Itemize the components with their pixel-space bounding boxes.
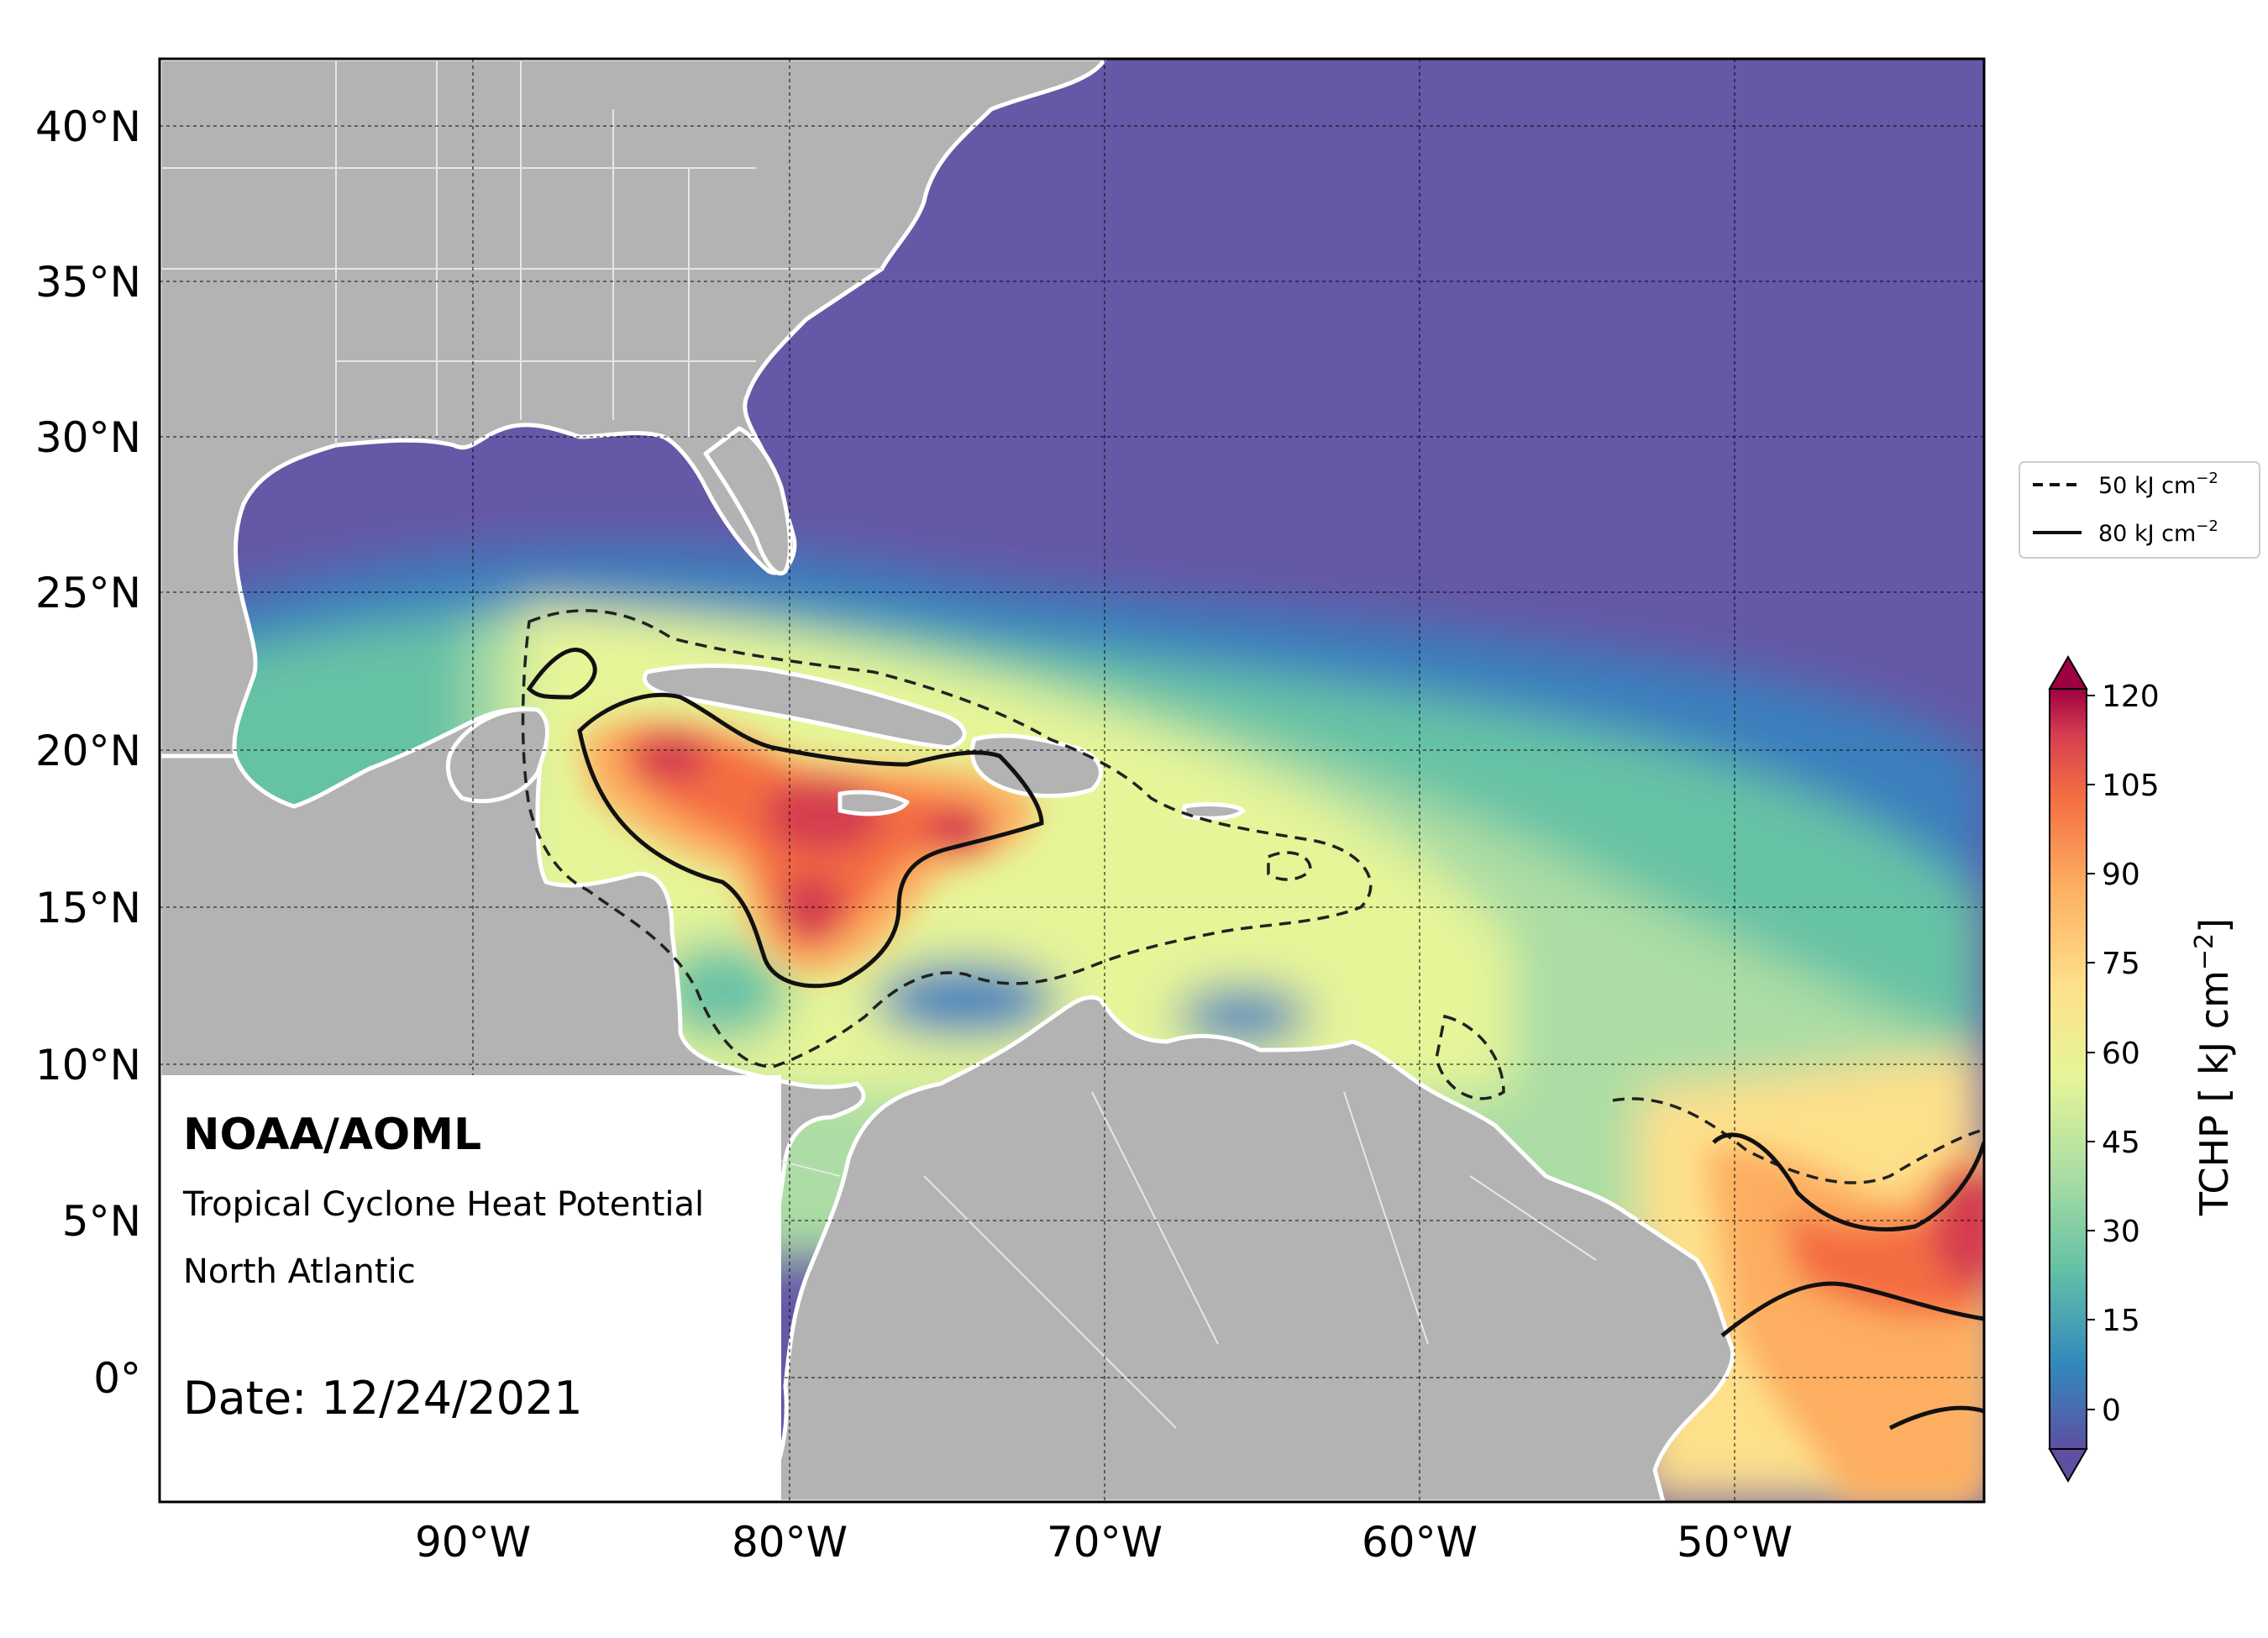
contour-legend: 50 kJ cm−2 80 kJ cm−2 xyxy=(2019,461,2260,559)
colorbar-tick-label: 90 xyxy=(2102,858,2140,892)
map-annotation: NOAA/AOML Tropical Cyclone Heat Potentia… xyxy=(182,1110,704,1425)
lat-label: 35°N xyxy=(35,258,141,307)
colorbar-tick-label: 75 xyxy=(2102,947,2140,981)
jamaica xyxy=(837,790,910,816)
product-name: Tropical Cyclone Heat Potential xyxy=(182,1185,704,1224)
colorbar-tick-label: 15 xyxy=(2102,1304,2140,1338)
florida-peninsula xyxy=(703,426,792,575)
lon-label: 60°W xyxy=(1362,1518,1478,1567)
lat-label: 20°N xyxy=(35,727,141,775)
cuba xyxy=(643,664,967,750)
colorbar-label: TCHP [ kJ cm−2] xyxy=(2190,918,2237,1216)
org-title: NOAA/AOML xyxy=(183,1110,481,1160)
longitude-labels: 90°W 80°W 70°W 60°W 50°W xyxy=(415,1518,1793,1567)
contour-50-kj xyxy=(521,609,1984,1184)
colorbar-tick-label: 0 xyxy=(2102,1394,2121,1428)
region-name: North Atlantic xyxy=(183,1252,416,1291)
hispaniola xyxy=(969,733,1103,798)
lon-label: 80°W xyxy=(732,1518,848,1567)
colorbar-extend-bottom xyxy=(2048,1448,2088,1483)
colorbar-ticks xyxy=(2087,695,2095,1410)
lat-label: 25°N xyxy=(35,569,141,617)
north-america-landmass xyxy=(160,59,1107,759)
lon-label: 70°W xyxy=(1047,1518,1163,1567)
tchp-hotspots xyxy=(580,717,1984,1502)
lat-label: 0° xyxy=(93,1354,141,1403)
legend-label-80: 80 kJ cm−2 xyxy=(2098,517,2218,547)
lon-label: 90°W xyxy=(415,1518,531,1567)
colorbar-tick-label: 45 xyxy=(2102,1126,2140,1160)
lon-label: 50°W xyxy=(1677,1518,1793,1567)
contour-80-kj xyxy=(526,648,1984,1431)
legend-label-50: 50 kJ cm−2 xyxy=(2098,470,2218,499)
lat-label: 10°N xyxy=(35,1041,141,1089)
south-america-landmass xyxy=(762,995,1735,1502)
annotation-box xyxy=(160,1075,781,1502)
lat-label: 30°N xyxy=(35,413,141,462)
colorbar-tick-label: 120 xyxy=(2102,680,2160,714)
map-frame xyxy=(158,57,1986,1504)
colorbar-gradient xyxy=(2049,688,2087,1450)
colorbar-tick-label: 30 xyxy=(2102,1215,2140,1249)
lat-label: 15°N xyxy=(35,884,141,932)
colorbar-extend-top xyxy=(2048,655,2088,690)
colorbar: 0 15 30 45 60 75 90 105 120 TCHP [ kJ cm… xyxy=(2048,655,2237,1483)
colorbar-tick-label: 105 xyxy=(2102,769,2160,803)
puerto-rico xyxy=(1182,802,1246,821)
colorbar-tick-label: 60 xyxy=(2102,1037,2140,1071)
lat-label: 40°N xyxy=(35,102,141,151)
lat-label: 5°N xyxy=(62,1197,141,1246)
latitude-labels: 40°N 35°N 30°N 25°N 20°N 15°N 10°N 5°N 0… xyxy=(35,102,141,1403)
map-date: Date: 12/24/2021 xyxy=(183,1372,583,1425)
